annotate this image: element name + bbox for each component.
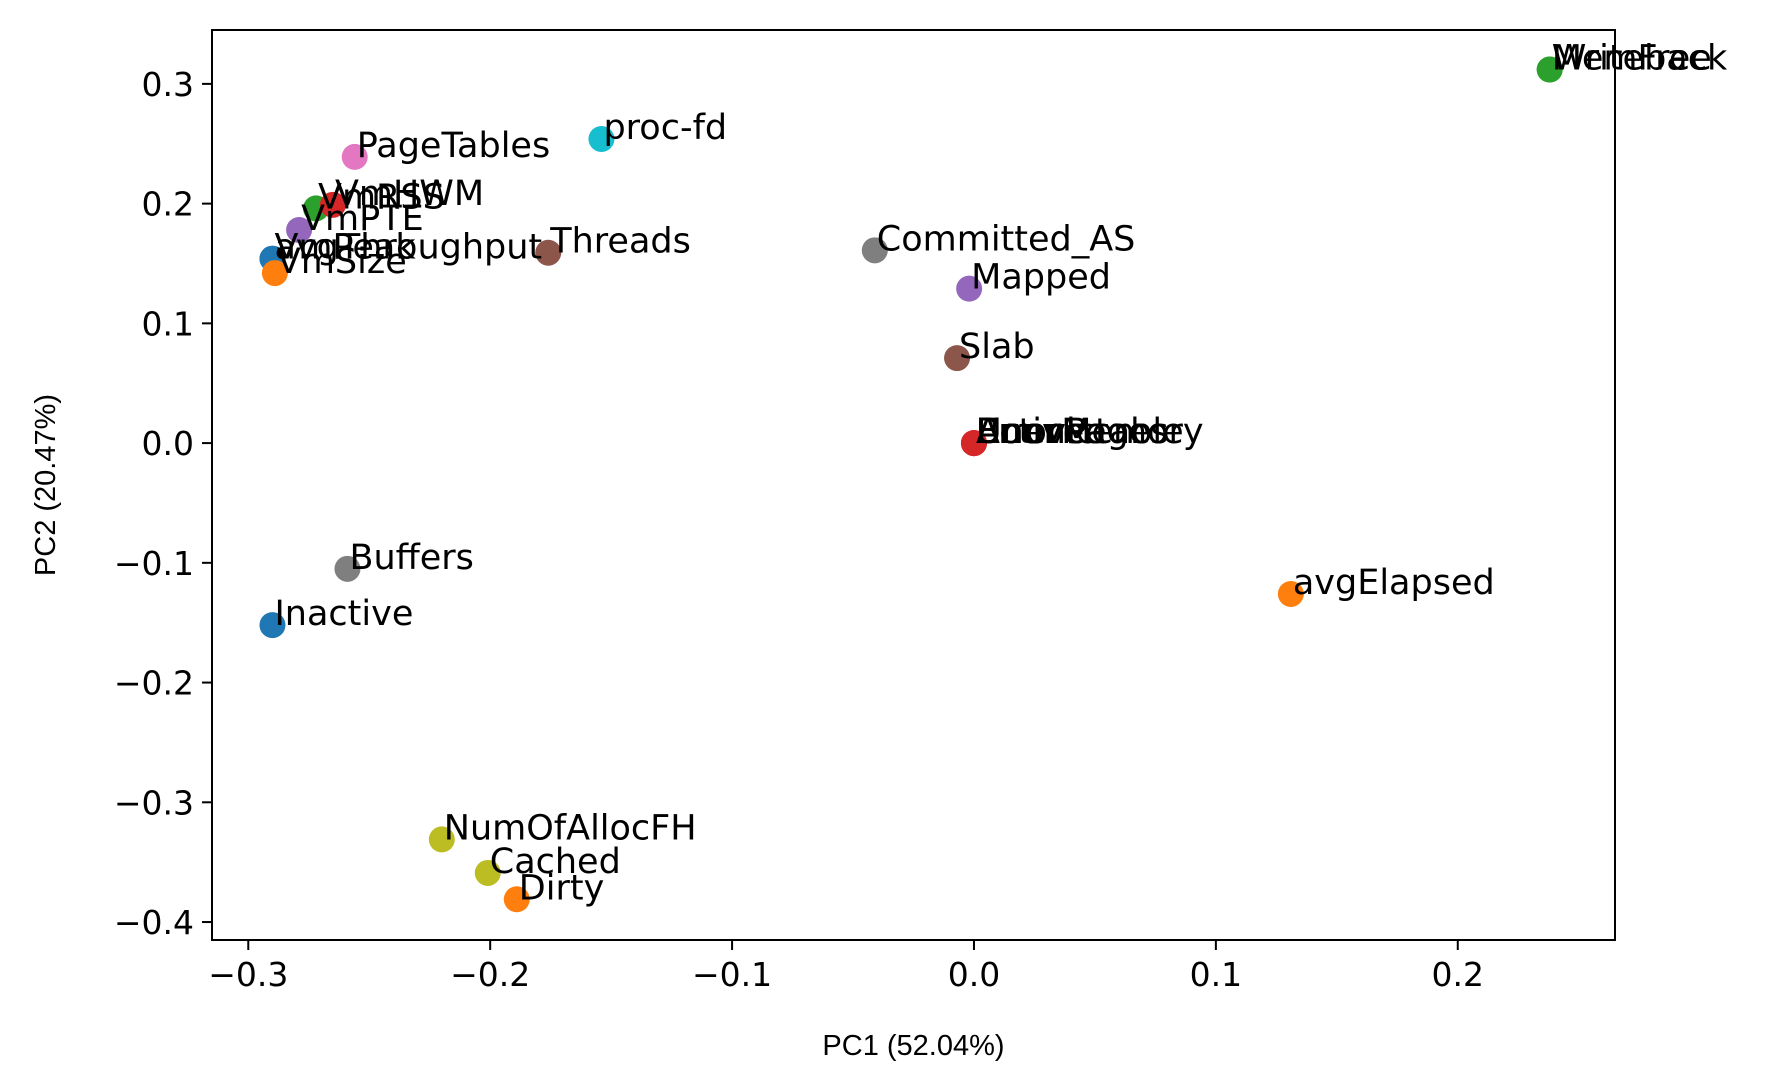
- x-tick-label: 0.2: [1432, 955, 1484, 994]
- data-point-label: VmRSS: [318, 177, 445, 217]
- y-tick-label: −0.3: [114, 783, 194, 822]
- data-point: [503, 886, 530, 913]
- data-point: [861, 237, 888, 264]
- data-point-labels: MemFreeWritebackproc-fdPageTablesVmRSSVm…: [274, 39, 1728, 909]
- data-point: [261, 260, 288, 287]
- data-point-label: Dirty: [519, 868, 605, 908]
- data-point: [474, 859, 501, 886]
- data-point-label: NumOfAllocFH: [444, 808, 697, 848]
- data-point-label: Threads: [549, 222, 691, 262]
- data-point-label: Bounce: [976, 412, 1107, 452]
- data-points: [259, 56, 1563, 913]
- data-point-label: Unevictable: [976, 412, 1184, 452]
- data-point: [286, 216, 313, 243]
- x-tick-label: −0.1: [692, 955, 772, 994]
- data-point: [944, 345, 971, 372]
- data-point: [319, 191, 346, 218]
- y-tick-label: 0.1: [142, 304, 194, 343]
- data-point-label: VmSize: [277, 242, 407, 282]
- y-tick-label: −0.1: [114, 544, 194, 583]
- data-point: [956, 275, 983, 302]
- data-point: [1536, 56, 1563, 83]
- data-point-label: proc-fd: [603, 108, 727, 148]
- x-tick-label: −0.2: [450, 955, 530, 994]
- plot-area: [212, 30, 1615, 940]
- data-point-label: Writeback: [1552, 39, 1728, 79]
- y-tick-label: 0.2: [142, 185, 194, 224]
- axis-ticks: −0.3 −0.2 −0.1 0.0 0.1 0.2 −0.4 −0.3 −0.2 −0.1 0.0…: [114, 65, 1484, 994]
- y-tick-label: 0.0: [142, 424, 194, 463]
- data-point: [535, 239, 562, 266]
- data-point-label: Active: [976, 412, 1084, 452]
- data-point-label: Committed_AS: [877, 219, 1136, 259]
- data-point: [960, 430, 987, 457]
- y-tick-label: −0.2: [114, 664, 194, 703]
- data-point: [1277, 580, 1304, 607]
- data-point-label: Inactive: [274, 594, 413, 634]
- data-point-label: Slab: [959, 327, 1035, 367]
- data-point: [428, 826, 455, 853]
- x-tick-label: −0.3: [208, 955, 288, 994]
- data-point: [259, 612, 286, 639]
- data-point-label: Buffers: [349, 538, 473, 578]
- data-point-label: MemFree: [1552, 39, 1712, 79]
- data-point-label: VmPeak: [274, 228, 416, 268]
- data-point-label: PageTables: [357, 126, 550, 166]
- data-point: [341, 143, 368, 170]
- x-tick-label: 0.0: [948, 955, 1000, 994]
- y-tick-label: 0.3: [142, 65, 194, 104]
- data-point-label: avgElapsed: [1293, 563, 1495, 603]
- data-point-label: VmPTE: [301, 199, 424, 239]
- plot-frame: [211, 29, 1616, 941]
- data-point-label: Cached: [490, 842, 621, 882]
- data-point: [588, 125, 615, 152]
- y-tick-label: −0.4: [114, 903, 194, 942]
- data-point-label: Mapped: [971, 258, 1111, 298]
- data-point-label: avgThroughput: [274, 228, 542, 268]
- data-point-label: VmHWM: [335, 174, 484, 214]
- data-point-label: ErrorMemory: [976, 412, 1204, 452]
- data-point: [334, 555, 361, 582]
- x-axis-label: PC1 (52.04%): [822, 1030, 1004, 1062]
- data-point-label: AnonPages: [976, 412, 1169, 452]
- y-axis-label: PC2 (20.47%): [30, 394, 62, 576]
- x-tick-label: 0.1: [1190, 955, 1242, 994]
